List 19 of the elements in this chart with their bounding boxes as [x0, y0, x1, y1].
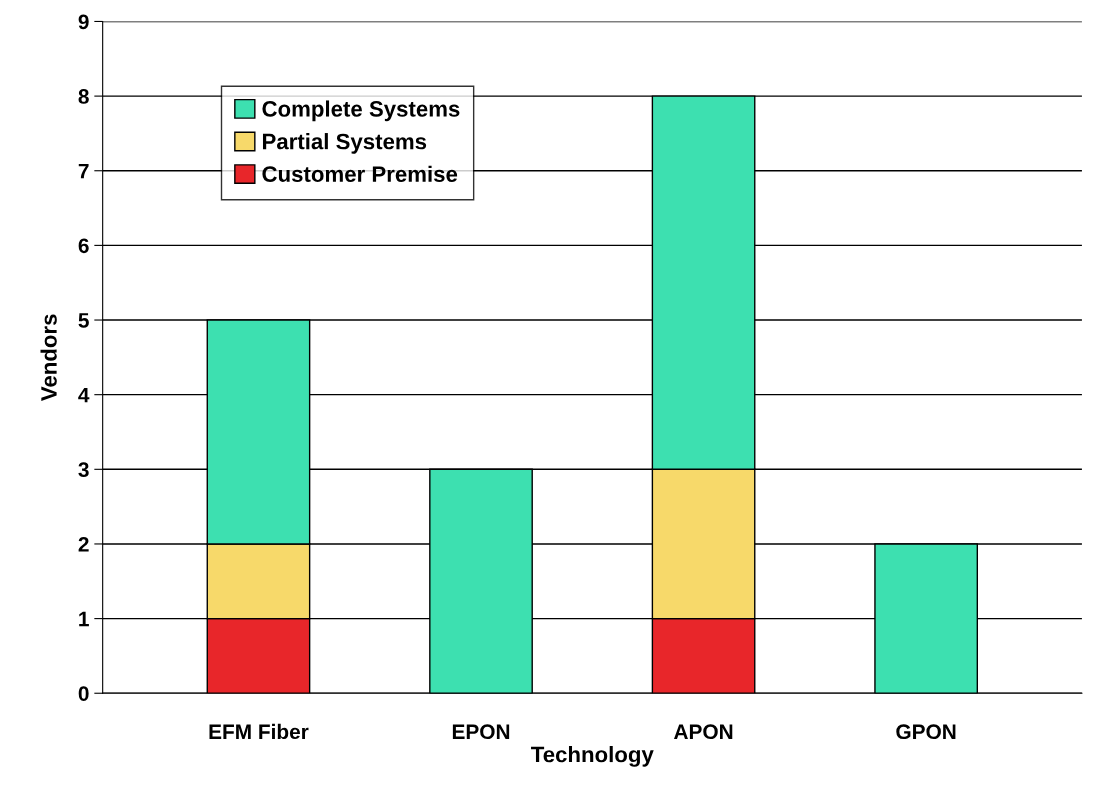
x-tick-label: GPON [896, 724, 956, 740]
x-axis-title: Technology [531, 745, 654, 767]
legend-label: Complete Systems [262, 100, 460, 122]
y-tick-label: 5 [78, 313, 89, 328]
x-tick-label: EFM Fiber [209, 723, 309, 740]
x-tick-label: APON [674, 724, 733, 740]
y-tick-label: 8 [78, 89, 89, 104]
y-tick-label: 1 [79, 611, 89, 627]
legend-label: Partial Systems [262, 133, 427, 154]
legend-label: Customer Premise [262, 165, 458, 182]
y-tick-label: 2 [78, 536, 89, 552]
y-tick-label: 9 [78, 14, 89, 30]
y-tick-label: 3 [78, 462, 89, 478]
y-tick-label: 0 [78, 686, 89, 701]
y-tick-label: 4 [78, 387, 90, 403]
y-axis-title: Vendors [40, 314, 57, 402]
x-tick-label: EPON [452, 724, 510, 740]
y-tick-label: 7 [78, 163, 89, 179]
y-tick-label: 6 [78, 238, 89, 254]
